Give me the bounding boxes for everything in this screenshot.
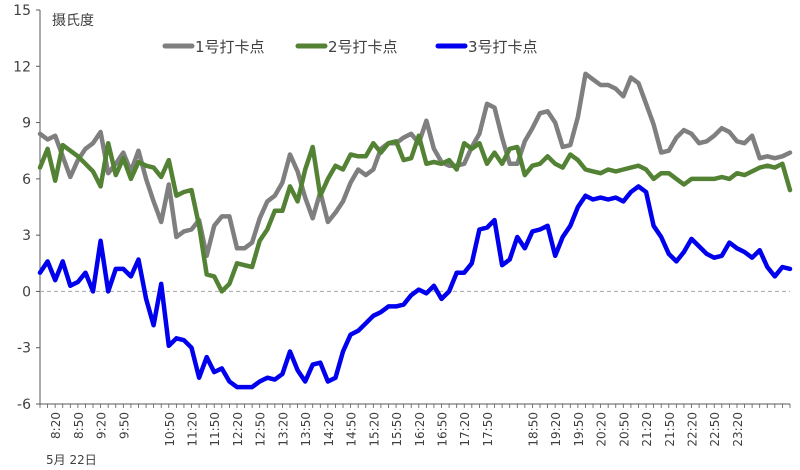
x-tick-label: 8:20 [49, 412, 63, 439]
x-tick-label: 16:50 [436, 412, 450, 447]
x-tick-label: 8:50 [72, 412, 86, 439]
x-tick-label: 23:20 [731, 412, 745, 447]
legend: 1号打卡点 2号打卡点 3号打卡点 [165, 38, 538, 56]
x-tick-label: 18:50 [526, 412, 540, 447]
x-tick-label: 17:20 [458, 412, 472, 447]
x-tick-label: 16:20 [413, 412, 427, 447]
y-tick-label: 6 [22, 172, 31, 188]
y-tick-label: 0 [22, 284, 31, 300]
x-tick-label: 12:20 [231, 412, 245, 447]
x-tick-label: 11:20 [186, 412, 200, 447]
x-tick-label: 9:20 [95, 412, 109, 439]
legend-label-1: 1号打卡点 [195, 38, 265, 56]
x-tick-label: 11:50 [208, 412, 222, 447]
x-tick-label: 19:50 [572, 412, 586, 447]
x-tick-label: 21:50 [663, 412, 677, 447]
x-tick-label: 21:20 [640, 412, 654, 447]
x-tick-label: 15:50 [390, 412, 404, 447]
y-tick-label: -6 [17, 397, 31, 413]
date-label: 5月 22日 [46, 453, 97, 467]
x-tick-label: 22:20 [686, 412, 700, 447]
x-tick-label: 13:20 [276, 412, 290, 447]
y-axis-label: 摄氏度 [52, 13, 94, 29]
y-tick-label: 12 [13, 59, 31, 75]
y-tick-label: 3 [22, 228, 31, 244]
x-tick-label: 20:50 [617, 412, 631, 447]
x-tick-label: 12:50 [254, 412, 268, 447]
legend-label-2: 2号打卡点 [328, 38, 398, 56]
x-tick-label: 20:20 [595, 412, 609, 447]
x-tick-label: 17:50 [481, 412, 495, 447]
x-tick-label: 14:20 [322, 412, 336, 447]
legend-label-3: 3号打卡点 [468, 38, 538, 56]
x-tick-label: 14:50 [345, 412, 359, 447]
y-tick-label: 9 [22, 116, 31, 132]
y-tick-label: 15 [13, 3, 31, 19]
x-tick-label: 10:50 [163, 412, 177, 447]
x-tick-label: 22:50 [708, 412, 722, 447]
x-tick-label: 19:20 [549, 412, 563, 447]
x-tick-label: 13:50 [299, 412, 313, 447]
x-tick-label: 15:20 [367, 412, 381, 447]
y-tick-label: -3 [17, 341, 31, 357]
x-tick-label: 9:50 [117, 412, 131, 439]
